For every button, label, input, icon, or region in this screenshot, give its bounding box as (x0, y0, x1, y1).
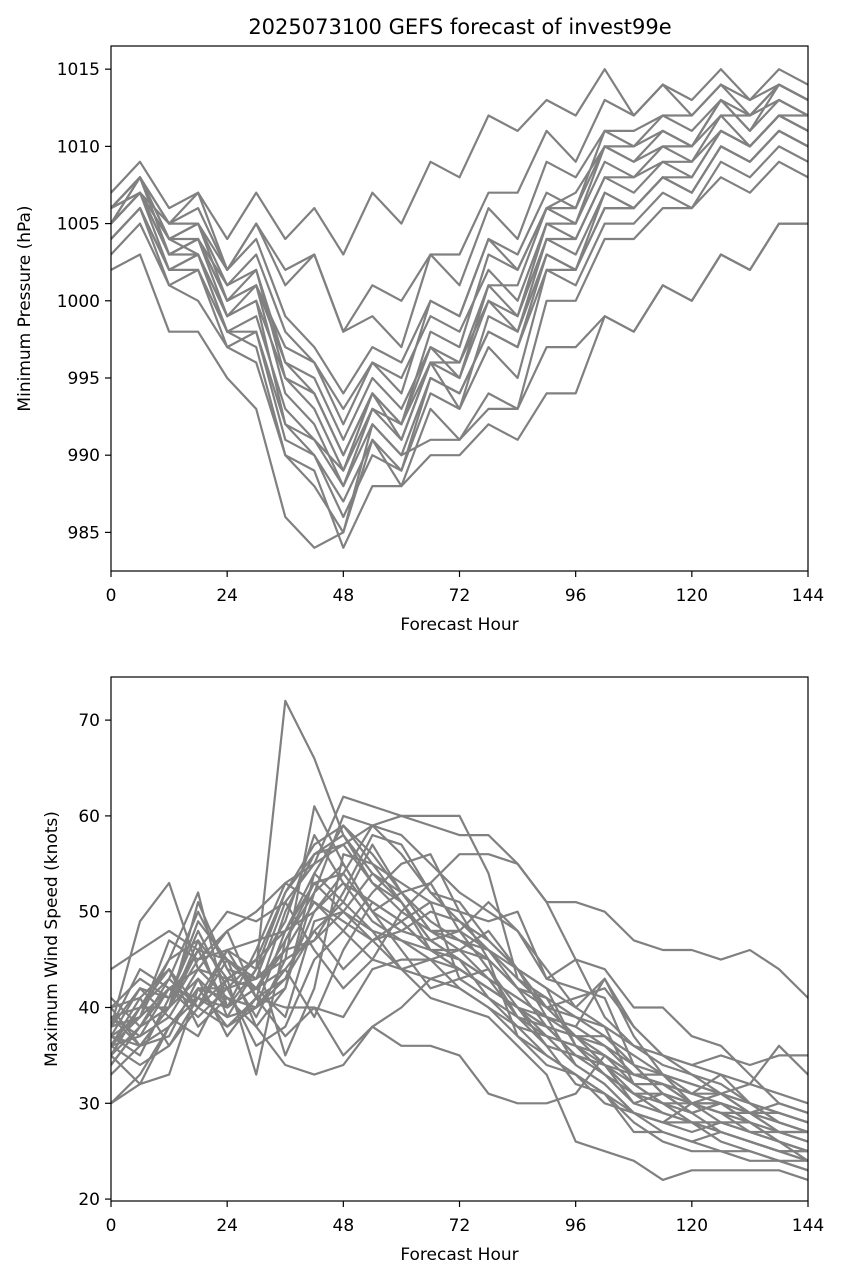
series-group (111, 68, 808, 549)
x-axis-label: Forecast Hour (400, 1245, 518, 1265)
y-tick-label: 990 (68, 446, 100, 466)
wind-panel: 0 24 48 72 96 120 144 20 30 40 50 60 70 Forecast Hour… (42, 676, 824, 1265)
series-group (111, 699, 808, 1182)
ensemble-member-line-2 (111, 83, 808, 333)
y-tick-label: 70 (78, 711, 100, 731)
ensemble-member-line-16 (111, 114, 808, 457)
y-tick-label: 60 (78, 807, 100, 827)
x-tick-label: 120 (676, 1216, 708, 1236)
y-tick-label: 1010 (57, 137, 100, 157)
y-tick-label: 1005 (57, 215, 100, 235)
y-tick-label: 995 (68, 369, 100, 389)
ensemble-member-line-1 (111, 795, 808, 1000)
pressure-panel: 0 24 48 72 96 120 144 985 990 995 1000 1005 1010 1015… (15, 45, 824, 635)
ensemble-member-line-1 (111, 68, 808, 256)
x-tick-label: 72 (449, 1216, 471, 1236)
x-tick-label: 0 (106, 586, 117, 606)
x-tick-label: 120 (676, 586, 708, 606)
ensemble-member-line-18 (111, 129, 808, 534)
y-tick-label: 50 (78, 903, 100, 923)
y-tick-label: 30 (78, 1094, 100, 1114)
x-tick-label: 96 (565, 586, 587, 606)
ensemble-member-line-30 (111, 872, 808, 1095)
x-axis-label: Forecast Hour (400, 615, 518, 635)
y-tick-label: 1000 (57, 292, 100, 312)
x-tick-label: 96 (565, 1216, 587, 1236)
ensemble-member-line-27 (111, 862, 808, 1067)
y-tick-label: 20 (78, 1190, 100, 1210)
x-tick-label: 0 (106, 1216, 117, 1236)
ensemble-member-line-14 (111, 83, 808, 426)
y-axis-label: Minimum Pressure (hPa) (15, 205, 35, 411)
ensemble-member-line-22 (111, 843, 808, 1153)
ensemble-member-line-17 (111, 83, 808, 349)
ensemble-member-line-24 (111, 900, 808, 1182)
x-tick-label: 144 (792, 586, 824, 606)
y-axis-label: Maximum Wind Speed (knots) (42, 811, 62, 1067)
y-tick-label: 985 (68, 523, 100, 543)
x-tick-label: 24 (216, 1216, 238, 1236)
chart-title: 2025073100 GEFS forecast of invest99e (248, 15, 671, 39)
ensemble-member-line-29 (111, 881, 808, 1115)
x-tick-label: 72 (449, 586, 471, 606)
x-tick-label: 144 (792, 1216, 824, 1236)
x-tick-label: 48 (333, 586, 355, 606)
ensemble-member-line-18 (111, 881, 808, 1162)
ensemble-member-line-13 (111, 881, 808, 1162)
y-tick-label: 40 (78, 998, 100, 1018)
x-tick-label: 48 (333, 1216, 355, 1236)
y-tick-label: 1015 (57, 60, 100, 80)
x-tick-label: 24 (216, 586, 238, 606)
